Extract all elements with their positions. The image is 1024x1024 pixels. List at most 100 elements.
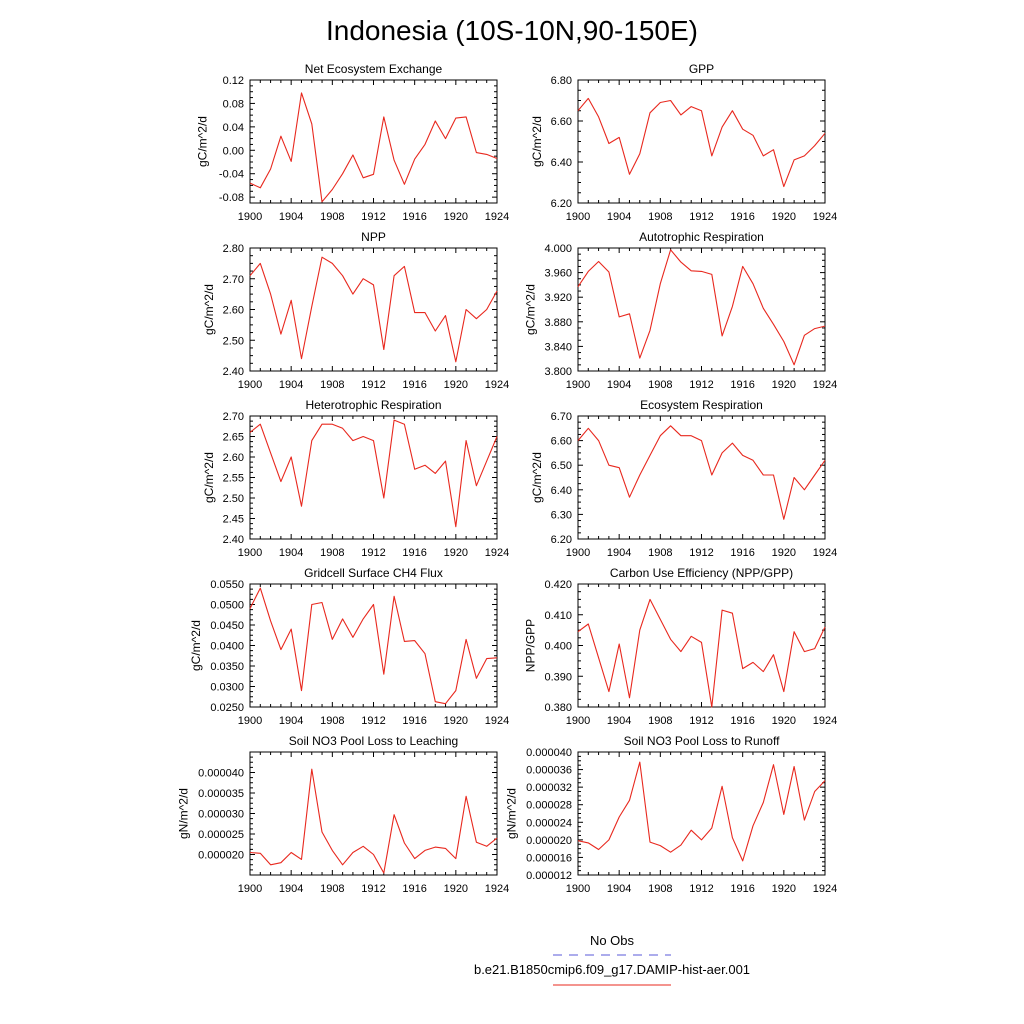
y-axis-label: gC/m^2/d xyxy=(202,452,216,503)
panel-title: Soil NO3 Pool Loss to Runoff xyxy=(624,734,781,748)
series-line xyxy=(249,419,498,528)
series-line xyxy=(249,256,498,363)
x-tick-label: 1908 xyxy=(320,883,344,895)
x-tick-label: 1900 xyxy=(566,715,590,727)
y-tick-label: 0.08 xyxy=(223,98,244,110)
x-tick-label: 1920 xyxy=(444,379,468,391)
chart-panel: Carbon Use Efficiency (NPP/GPP) 1900 1904 1… xyxy=(524,566,838,727)
y-tick-label: 6.30 xyxy=(551,509,572,521)
x-tick-label: 1904 xyxy=(607,379,631,391)
x-tick-label: 1916 xyxy=(730,883,754,895)
series-line xyxy=(577,425,826,520)
y-tick-label: 0.00 xyxy=(223,145,244,157)
y-tick-label: 0.000032 xyxy=(526,782,572,794)
x-tick-label: 1924 xyxy=(813,715,837,727)
x-tick-label: 1920 xyxy=(772,379,796,391)
series-line xyxy=(249,587,498,705)
y-tick-label: 2.80 xyxy=(223,243,244,255)
panel-title: NPP xyxy=(361,230,386,244)
plot-frame xyxy=(577,415,826,540)
y-tick-label: 6.20 xyxy=(551,198,572,210)
y-tick-label: 6.40 xyxy=(551,485,572,497)
y-tick-label: 6.50 xyxy=(551,460,572,472)
x-tick-label: 1912 xyxy=(689,715,713,727)
chart-panel: Soil NO3 Pool Loss to Runoff 1900 1904 1908… xyxy=(505,734,838,895)
x-tick-label: 1916 xyxy=(402,715,426,727)
y-tick-label: 0.0550 xyxy=(210,579,244,591)
x-tick-label: 1900 xyxy=(238,883,262,895)
x-tick-label: 1920 xyxy=(772,211,796,223)
x-tick-label: 1916 xyxy=(402,883,426,895)
y-tick-label: 3.920 xyxy=(544,292,572,304)
y-tick-label: 0.000028 xyxy=(526,800,572,812)
panel-title: Net Ecosystem Exchange xyxy=(305,62,443,76)
x-tick-label: 1912 xyxy=(689,883,713,895)
panel-title: Autotrophic Respiration xyxy=(639,230,764,244)
y-tick-label: -0.08 xyxy=(219,192,244,204)
x-tick-label: 1908 xyxy=(320,379,344,391)
chart-panel: Autotrophic Respiration 1900 1904 1908 1912 1… xyxy=(524,230,838,391)
x-tick-label: 1912 xyxy=(689,379,713,391)
chart-panel: Ecosystem Respiration 1900 1904 1908 1912 191… xyxy=(530,398,837,559)
x-tick-label: 1912 xyxy=(361,883,385,895)
x-tick-label: 1908 xyxy=(648,379,672,391)
y-axis-label: gC/m^2/d xyxy=(189,620,203,671)
y-tick-label: 6.60 xyxy=(551,436,572,448)
x-tick-label: 1912 xyxy=(361,715,385,727)
y-tick-label: 0.380 xyxy=(544,702,572,714)
x-tick-label: 1924 xyxy=(813,883,837,895)
y-tick-label: 0.0400 xyxy=(210,641,244,653)
x-tick-label: 1920 xyxy=(772,547,796,559)
x-tick-label: 1900 xyxy=(566,211,590,223)
plot-frame xyxy=(249,247,498,372)
y-tick-label: 0.000012 xyxy=(526,870,572,882)
y-axis-label: gN/m^2/d xyxy=(505,788,519,839)
y-tick-label: 2.60 xyxy=(223,305,244,317)
x-tick-label: 1900 xyxy=(566,547,590,559)
y-tick-label: 0.400 xyxy=(544,641,572,653)
x-tick-label: 1908 xyxy=(320,715,344,727)
y-tick-label: 0.000020 xyxy=(198,850,244,862)
y-tick-label: 3.800 xyxy=(544,366,572,378)
x-tick-label: 1916 xyxy=(730,547,754,559)
legend: No Obs b.e21.B1850cmip6.f09_g17.DAMIP-hi… xyxy=(474,933,750,986)
x-tick-label: 1900 xyxy=(238,211,262,223)
x-tick-label: 1904 xyxy=(279,715,303,727)
panel-title: Carbon Use Efficiency (NPP/GPP) xyxy=(610,566,793,580)
y-tick-label: 2.45 xyxy=(223,514,244,526)
chart-panel: Soil NO3 Pool Loss to Leaching 1900 1904 19… xyxy=(177,734,510,895)
y-tick-label: 6.70 xyxy=(551,411,572,423)
panel-title: Gridcell Surface CH4 Flux xyxy=(304,566,443,580)
series-line xyxy=(249,92,498,203)
y-tick-label: 0.04 xyxy=(223,122,244,134)
y-tick-label: 3.880 xyxy=(544,317,572,329)
x-tick-label: 1904 xyxy=(279,547,303,559)
y-tick-label: 2.70 xyxy=(223,411,244,423)
x-tick-label: 1916 xyxy=(402,379,426,391)
panel-title: GPP xyxy=(689,62,714,76)
panel-title: Ecosystem Respiration xyxy=(640,398,763,412)
y-tick-label: 0.000040 xyxy=(198,768,244,780)
y-tick-label: 2.50 xyxy=(223,493,244,505)
series-line xyxy=(577,598,826,708)
y-tick-label: 0.0500 xyxy=(210,600,244,612)
y-tick-label: 0.0250 xyxy=(210,702,244,714)
x-tick-label: 1904 xyxy=(607,883,631,895)
chart-panel: GPP 1900 1904 1908 1912 1916 1920 1924 6.20 6.40 6… xyxy=(530,62,837,223)
plot-frame xyxy=(249,79,498,204)
y-tick-label: 6.40 xyxy=(551,157,572,169)
legend-obs-label: No Obs xyxy=(590,933,635,948)
x-tick-label: 1920 xyxy=(444,715,468,727)
x-tick-label: 1912 xyxy=(361,211,385,223)
x-tick-label: 1924 xyxy=(485,715,509,727)
x-tick-label: 1904 xyxy=(607,547,631,559)
y-tick-label: 0.390 xyxy=(544,671,572,683)
y-tick-label: 0.0300 xyxy=(210,682,244,694)
x-tick-label: 1916 xyxy=(402,547,426,559)
y-tick-label: 0.420 xyxy=(544,579,572,591)
x-tick-label: 1920 xyxy=(772,883,796,895)
y-tick-label: 0.000025 xyxy=(198,829,244,841)
series-line xyxy=(577,97,826,188)
x-tick-label: 1904 xyxy=(279,211,303,223)
y-tick-label: 6.80 xyxy=(551,75,572,87)
